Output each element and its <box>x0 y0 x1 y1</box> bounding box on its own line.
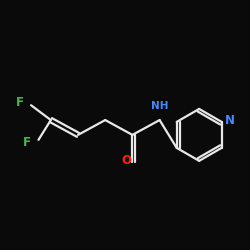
Text: F: F <box>23 136 31 149</box>
Text: N: N <box>225 114 235 127</box>
Text: O: O <box>121 154 131 167</box>
Text: F: F <box>16 96 24 109</box>
Text: NH: NH <box>151 102 168 112</box>
